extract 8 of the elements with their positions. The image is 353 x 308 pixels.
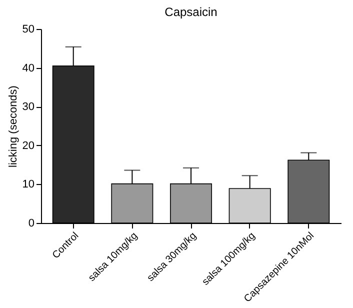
y-tick-label: 50 [22, 24, 34, 36]
y-tick-label: 10 [22, 178, 34, 191]
y-tick-label: 20 [22, 140, 34, 152]
y-tick-label: 0 [28, 218, 34, 230]
y-axis-title: licking (seconds) [7, 86, 20, 168]
y-tick-label: 30 [22, 101, 34, 114]
y-tick-label: 40 [22, 62, 34, 74]
chart-title: Capsaicin [164, 5, 218, 19]
